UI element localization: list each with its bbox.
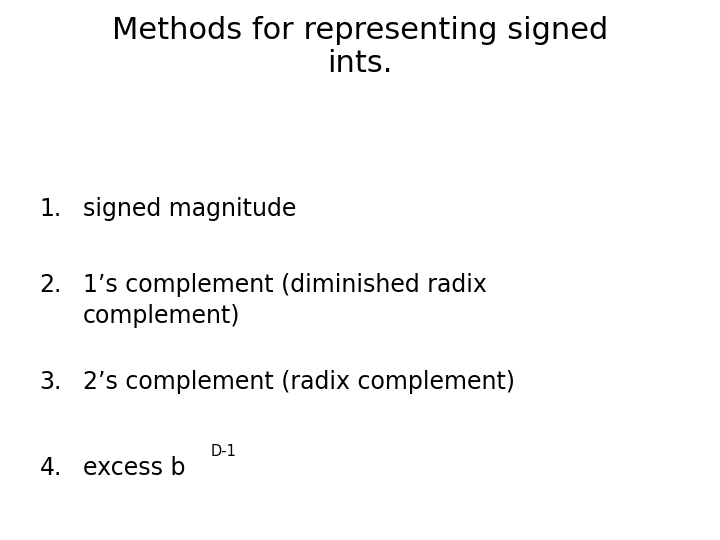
Text: 2’s complement (radix complement): 2’s complement (radix complement) [83,370,515,394]
Text: 2.: 2. [40,273,62,296]
Text: 4.: 4. [40,456,62,480]
Text: D-1: D-1 [211,444,237,460]
Text: 3.: 3. [40,370,62,394]
Text: excess b: excess b [83,456,185,480]
Text: Methods for representing signed
ints.: Methods for representing signed ints. [112,16,608,78]
Text: signed magnitude: signed magnitude [83,197,296,221]
Text: 1.: 1. [40,197,62,221]
Text: 1’s complement (diminished radix
complement): 1’s complement (diminished radix complem… [83,273,487,328]
